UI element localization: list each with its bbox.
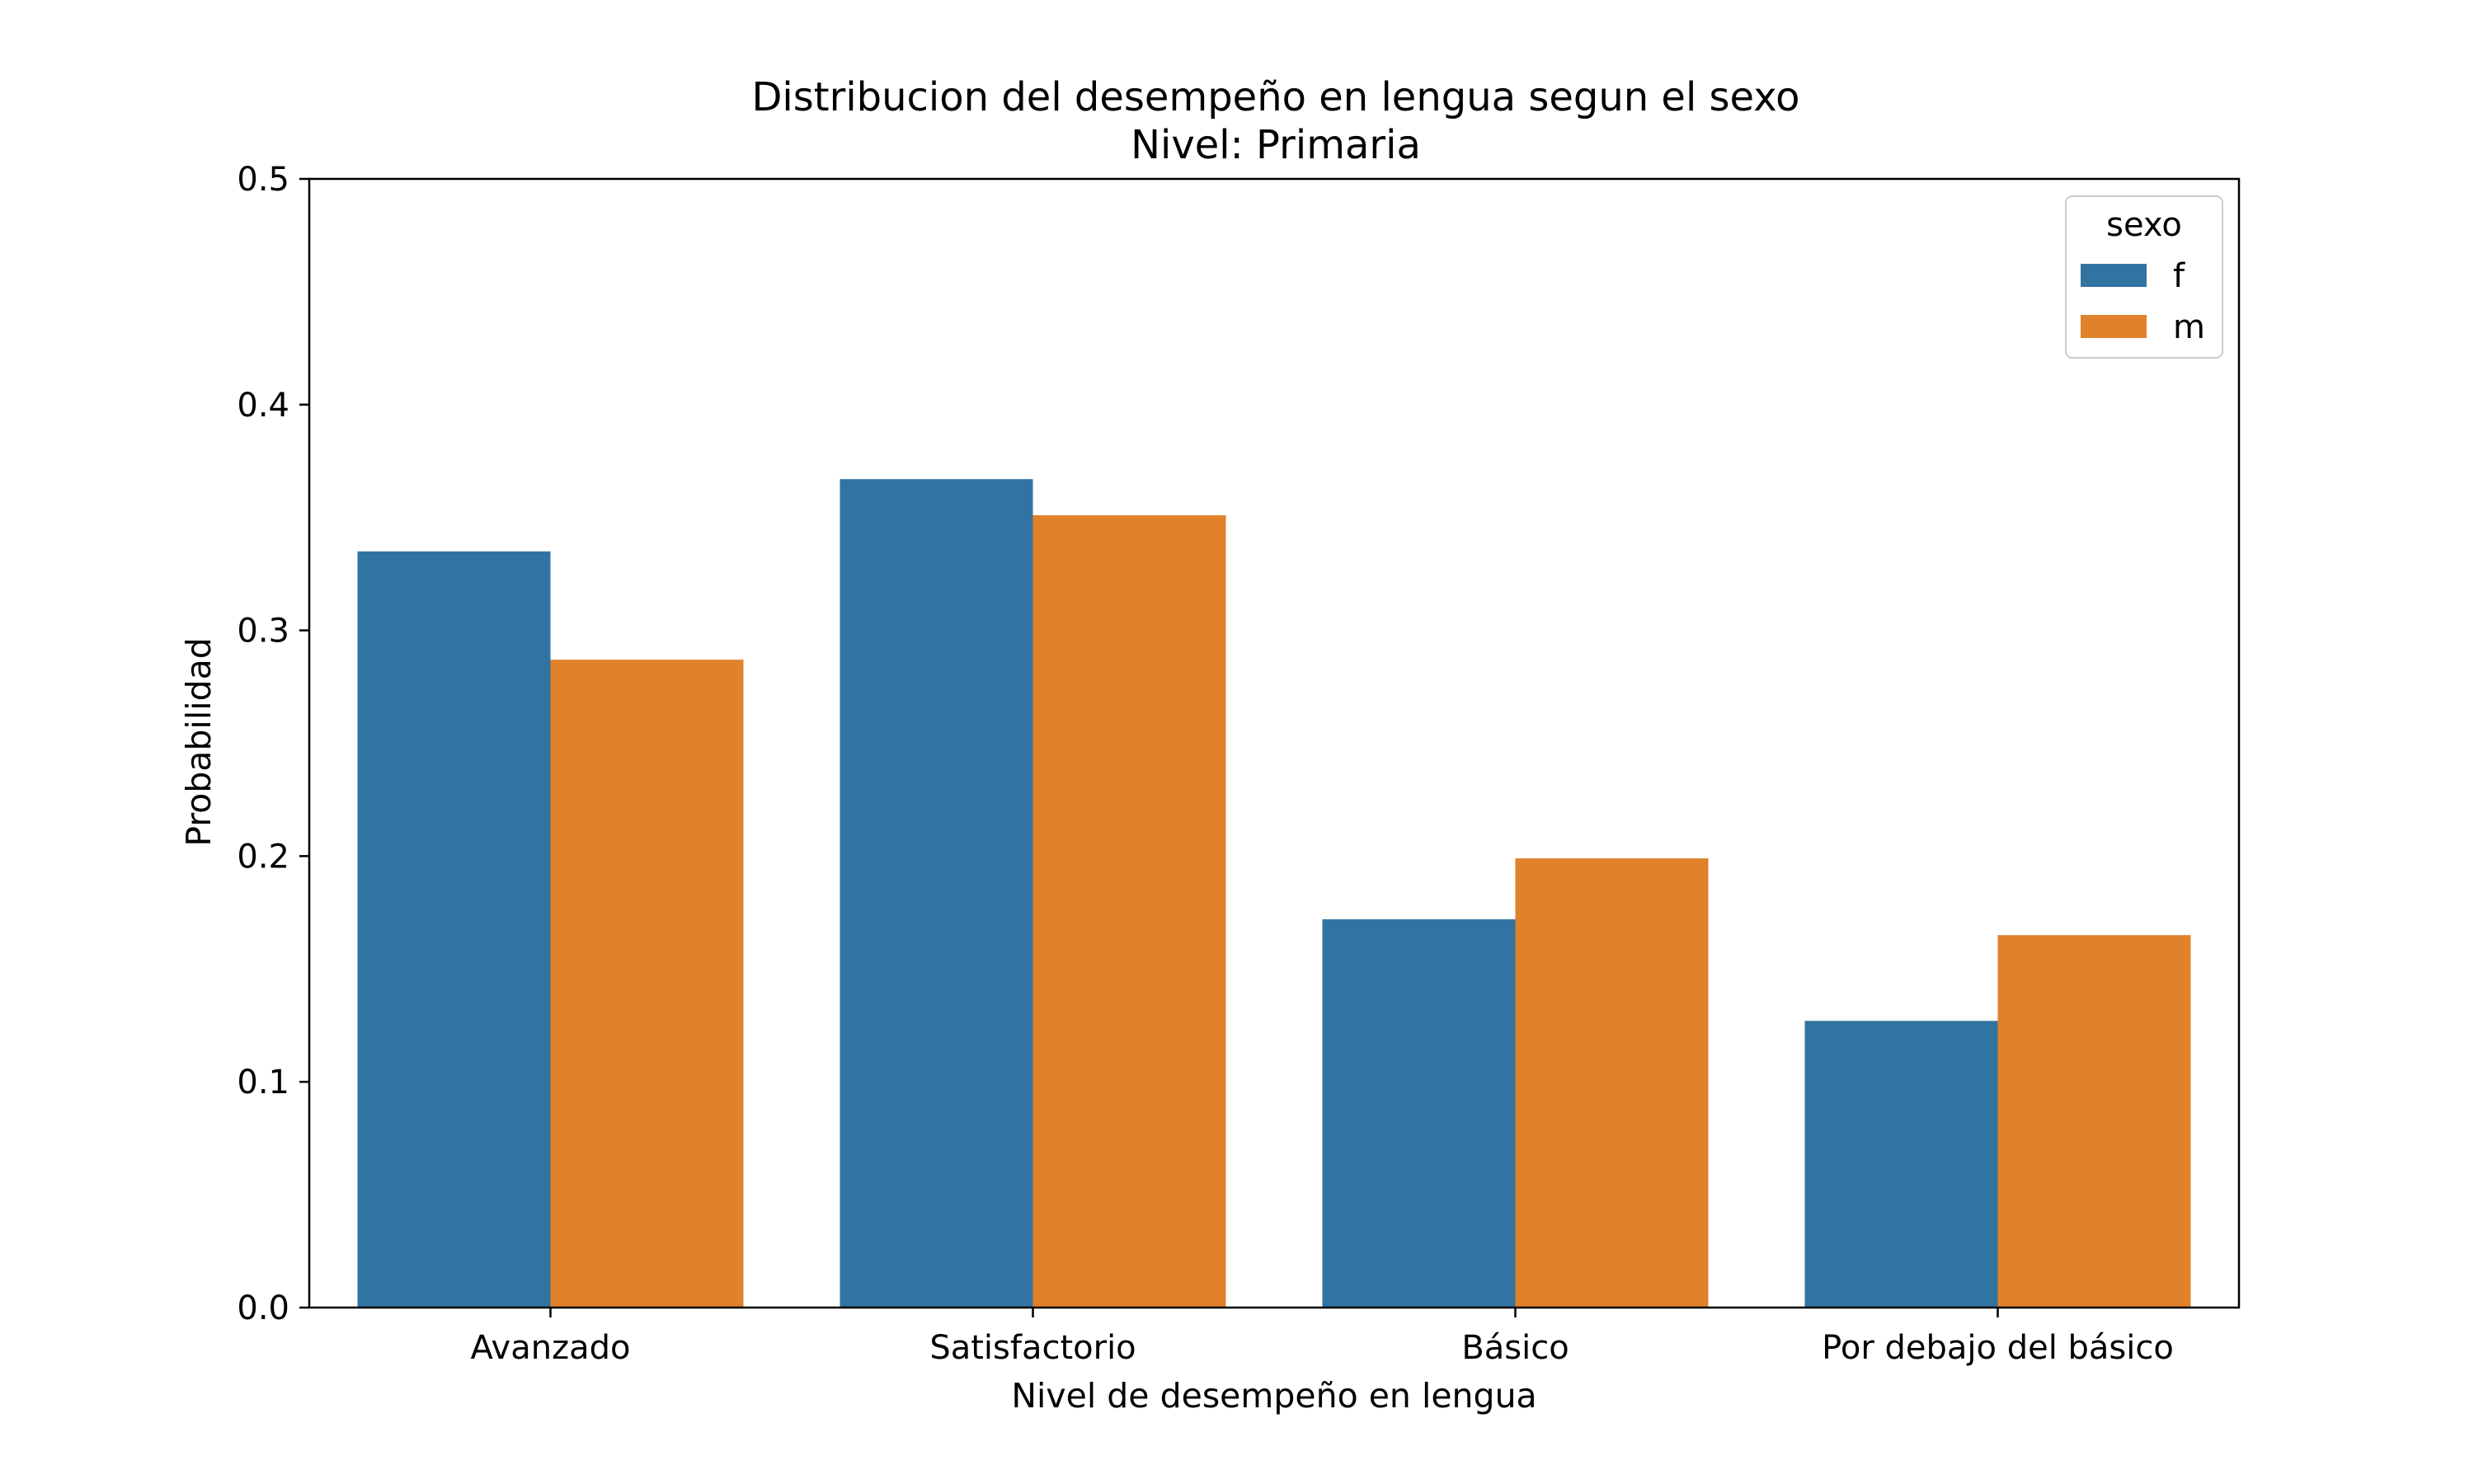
chart-title: Distribucion del desempeño en lengua seg… (751, 74, 1799, 120)
y-axis-label: Probabilidad (179, 637, 219, 847)
bar-f-4 (1804, 1021, 1998, 1308)
y-tick-label-1: 0.1 (237, 1064, 289, 1101)
plot-frame (308, 177, 2241, 1309)
x-tick-label-0: Avanzado (471, 1329, 631, 1367)
y-tick-label-0: 0.0 (237, 1289, 289, 1327)
bars-group (357, 479, 2191, 1308)
y-axis-ticks: 0.0 0.1 0.2 0.3 0.4 0.5 (237, 161, 309, 1327)
y-tick-label-5: 0.5 (237, 161, 289, 199)
chart-subtitle: Nivel: Primaria (1131, 122, 1421, 168)
bar-f-3 (1322, 919, 1516, 1308)
x-axis-ticks: Avanzado Satisfactorio Básico Por debajo de… (471, 1308, 2174, 1367)
bar-m-3 (1515, 858, 1709, 1308)
bar-m-4 (1997, 935, 2191, 1308)
legend-label-f: f (2173, 257, 2185, 295)
bar-m-1 (550, 660, 744, 1308)
y-tick-label-4: 0.4 (237, 387, 289, 425)
legend-swatch-m (2081, 315, 2147, 338)
x-tick-label-1: Satisfactorio (929, 1329, 1136, 1367)
x-tick-label-2: Básico (1461, 1329, 1569, 1367)
x-axis-label: Nivel de desempeño en lengua (1011, 1376, 1536, 1416)
y-tick-label-2: 0.2 (237, 838, 289, 876)
y-tick-label-3: 0.3 (237, 613, 289, 650)
x-tick-label-3: Por debajo del básico (1822, 1329, 2174, 1367)
bar-m-2 (1032, 514, 1226, 1308)
legend-swatch-f (2081, 264, 2147, 287)
legend-label-m: m (2173, 308, 2205, 346)
legend-title: sexo (2106, 206, 2182, 244)
bar-f-2 (840, 479, 1033, 1308)
legend: sexo f m (2065, 195, 2223, 359)
bar-f-1 (357, 551, 551, 1308)
